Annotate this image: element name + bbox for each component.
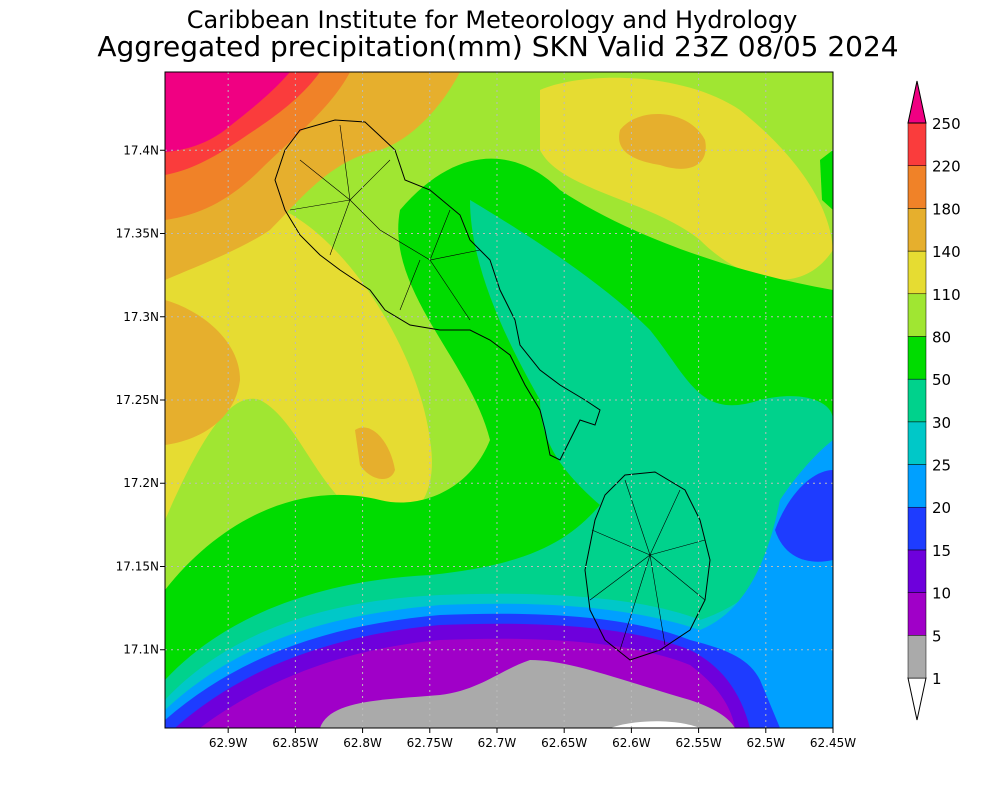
y-tick-label: 17.1N	[123, 643, 159, 657]
y-tick-label: 17.3N	[123, 310, 159, 324]
colorbar-label: 250	[932, 115, 961, 133]
colorbar-label: 10	[932, 585, 951, 603]
colorbar-label: 110	[932, 286, 961, 304]
x-tick-label: 62.55W	[675, 736, 721, 750]
colorbar-low	[907, 677, 927, 721]
colorbar-segment	[907, 549, 927, 593]
colorbar-label: 15	[932, 542, 951, 560]
x-tick-label: 62.6W	[612, 736, 651, 750]
x-tick-label: 62.7W	[478, 736, 517, 750]
colorbar-segment	[907, 592, 927, 636]
x-tick-label: 62.65W	[541, 736, 587, 750]
colorbar-segment	[907, 421, 927, 465]
colorbar-segment	[907, 506, 927, 551]
y-tick-label: 17.35N	[116, 227, 159, 241]
colorbar-label: 50	[932, 371, 951, 389]
colorbar-label: 30	[932, 414, 951, 432]
colorbar-segment	[907, 293, 927, 337]
x-tick-label: 62.75W	[407, 736, 453, 750]
colorbar-label: 140	[932, 243, 961, 261]
axes: 62.9W 62.85W 62.8W 62.75W 62.7W 62.65W 62.6W 62…	[116, 143, 857, 750]
x-tick-label: 62.9W	[209, 736, 248, 750]
colorbar-segment	[907, 464, 927, 508]
colorbar-segment	[907, 250, 927, 295]
y-tick-label: 17.25N	[116, 393, 159, 407]
colorbar-label: 220	[932, 158, 961, 176]
x-tick-label: 62.45W	[810, 736, 856, 750]
colorbar-segment	[907, 208, 927, 252]
x-tick-label: 62.85W	[272, 736, 318, 750]
colorbar-label: 80	[932, 328, 951, 346]
x-tick-label: 62.8W	[343, 736, 382, 750]
colorbar-segment	[907, 378, 927, 423]
y-tick-label: 17.4N	[123, 143, 159, 157]
y-tick-label: 17.15N	[116, 559, 159, 573]
colorbar-label: 180	[932, 200, 961, 218]
map-title: Caribbean Institute for Meteorology and …	[187, 6, 798, 34]
x-tick-label: 62.5W	[746, 736, 785, 750]
colorbar-high	[907, 80, 927, 124]
colorbar-label: 1	[932, 670, 942, 688]
y-tick-label: 17.2N	[123, 476, 159, 490]
map-subtitle: Aggregated precipitation(mm) SKN Valid 2…	[97, 30, 898, 63]
colorbar-segment	[907, 635, 927, 679]
colorbar-segment	[907, 336, 927, 380]
colorbar-label: 25	[932, 457, 951, 475]
colorbar-segment	[907, 165, 927, 209]
colorbar-segment	[907, 122, 927, 166]
colorbar-label: 5	[932, 627, 942, 645]
island-outlines	[274, 119, 711, 661]
colorbar-label: 20	[932, 499, 951, 517]
precip-field	[165, 72, 833, 728]
